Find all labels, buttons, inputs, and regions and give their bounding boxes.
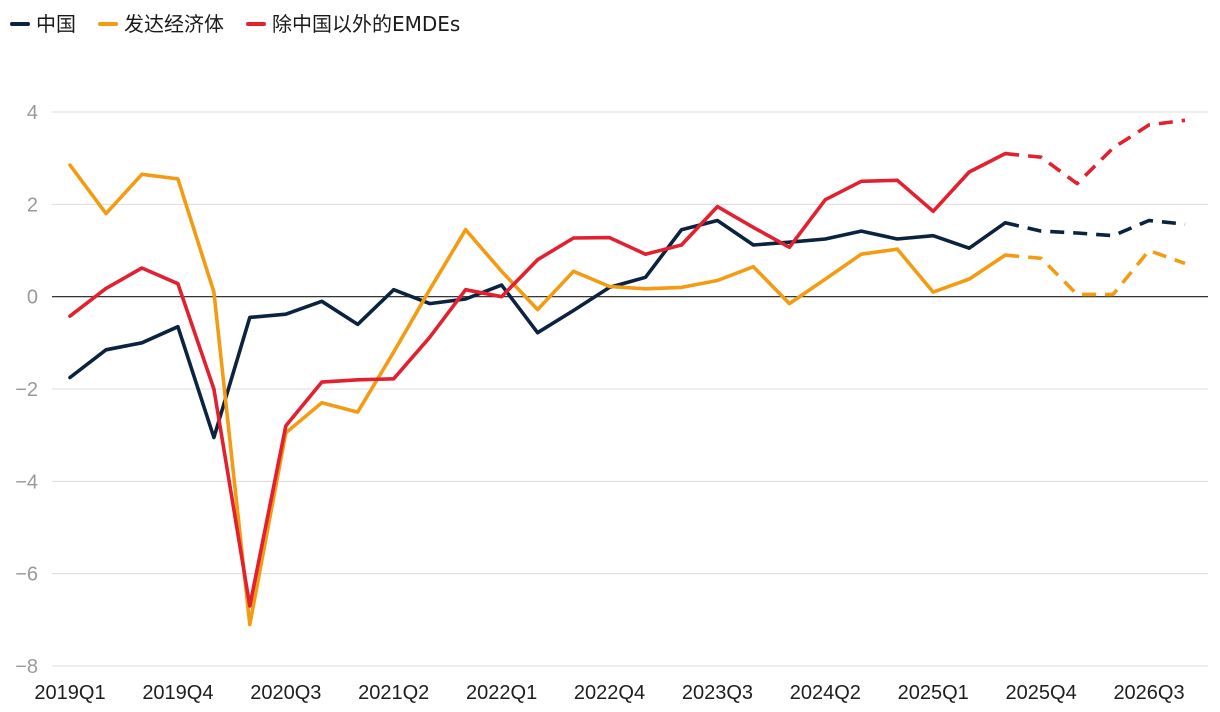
x-tick-label-2025q4: 2025Q4 <box>1006 682 1077 704</box>
series-2 <box>68 118 1186 608</box>
legend-item-emdes-excl-china: 除中国以外的EMDEs <box>246 14 460 34</box>
series-2-line-forecast <box>1005 118 1186 186</box>
legend-swatch-china <box>10 22 30 26</box>
legend-swatch-emdes-excl-china <box>246 22 266 26</box>
series-2-line-actual <box>68 151 1008 608</box>
y-axis-tick-labels: 4 2 0 −2 −4 −6 −8 <box>15 102 38 678</box>
series-0-line-forecast <box>1004 218 1186 238</box>
series-1-line-actual <box>68 163 1008 627</box>
y-tick-label: 4 <box>27 102 38 124</box>
y-tick-label: −6 <box>15 564 38 586</box>
x-tick-label-2022q4: 2022Q4 <box>574 682 645 704</box>
y-tick-label: 0 <box>27 287 38 309</box>
x-tick-label-2024q2: 2024Q2 <box>790 682 861 704</box>
x-tick-label-2019q1: 2019Q1 <box>34 682 105 704</box>
x-tick-label-2021q2: 2021Q2 <box>358 682 429 704</box>
series-1-line-forecast <box>1005 248 1186 297</box>
legend-label-china: 中国 <box>36 12 76 36</box>
x-tick-label-2020q3: 2020Q3 <box>250 682 321 704</box>
legend-item-china: 中国 <box>10 14 76 34</box>
x-tick-label-2023q3: 2023Q3 <box>682 682 753 704</box>
chart-legend: 中国 发达经济体 除中国以外的EMDEs <box>10 8 482 40</box>
series-lines <box>68 118 1186 627</box>
series-0 <box>68 218 1186 440</box>
y-tick-label: −8 <box>15 656 38 678</box>
x-tick-label-2026q3: 2026Q3 <box>1113 682 1184 704</box>
legend-label-emdes-excl-china: 除中国以外的EMDEs <box>272 12 461 36</box>
x-tick-label-2022q1: 2022Q1 <box>466 682 537 704</box>
x-axis-tick-labels: 2019Q1 2019Q4 2020Q3 2021Q2 2022Q1 2022Q4 2023… <box>34 682 1184 704</box>
legend-swatch-advanced-economies <box>98 22 118 26</box>
series-1 <box>68 163 1186 627</box>
y-tick-label: −4 <box>15 471 38 493</box>
legend-label-advanced-economies: 发达经济体 <box>124 12 224 36</box>
y-tick-label: 2 <box>27 194 38 216</box>
legend-item-advanced-economies: 发达经济体 <box>98 14 224 34</box>
x-tick-label-2019q4: 2019Q4 <box>142 682 213 704</box>
x-tick-label-2025q1: 2025Q1 <box>898 682 969 704</box>
y-tick-label: −2 <box>15 379 38 401</box>
